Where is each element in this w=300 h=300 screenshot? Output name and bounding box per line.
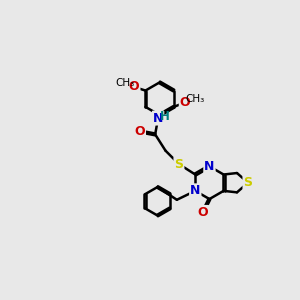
Text: O: O (134, 125, 145, 138)
Text: O: O (180, 96, 190, 109)
Text: O: O (198, 206, 208, 219)
Text: CH₃: CH₃ (185, 94, 204, 103)
Text: H: H (160, 110, 170, 123)
Text: N: N (153, 112, 163, 124)
Text: S: S (174, 158, 183, 171)
Text: S: S (244, 176, 253, 189)
Text: N: N (190, 184, 200, 197)
Text: CH₃: CH₃ (115, 78, 134, 88)
Text: N: N (204, 160, 214, 173)
Text: O: O (129, 80, 140, 94)
